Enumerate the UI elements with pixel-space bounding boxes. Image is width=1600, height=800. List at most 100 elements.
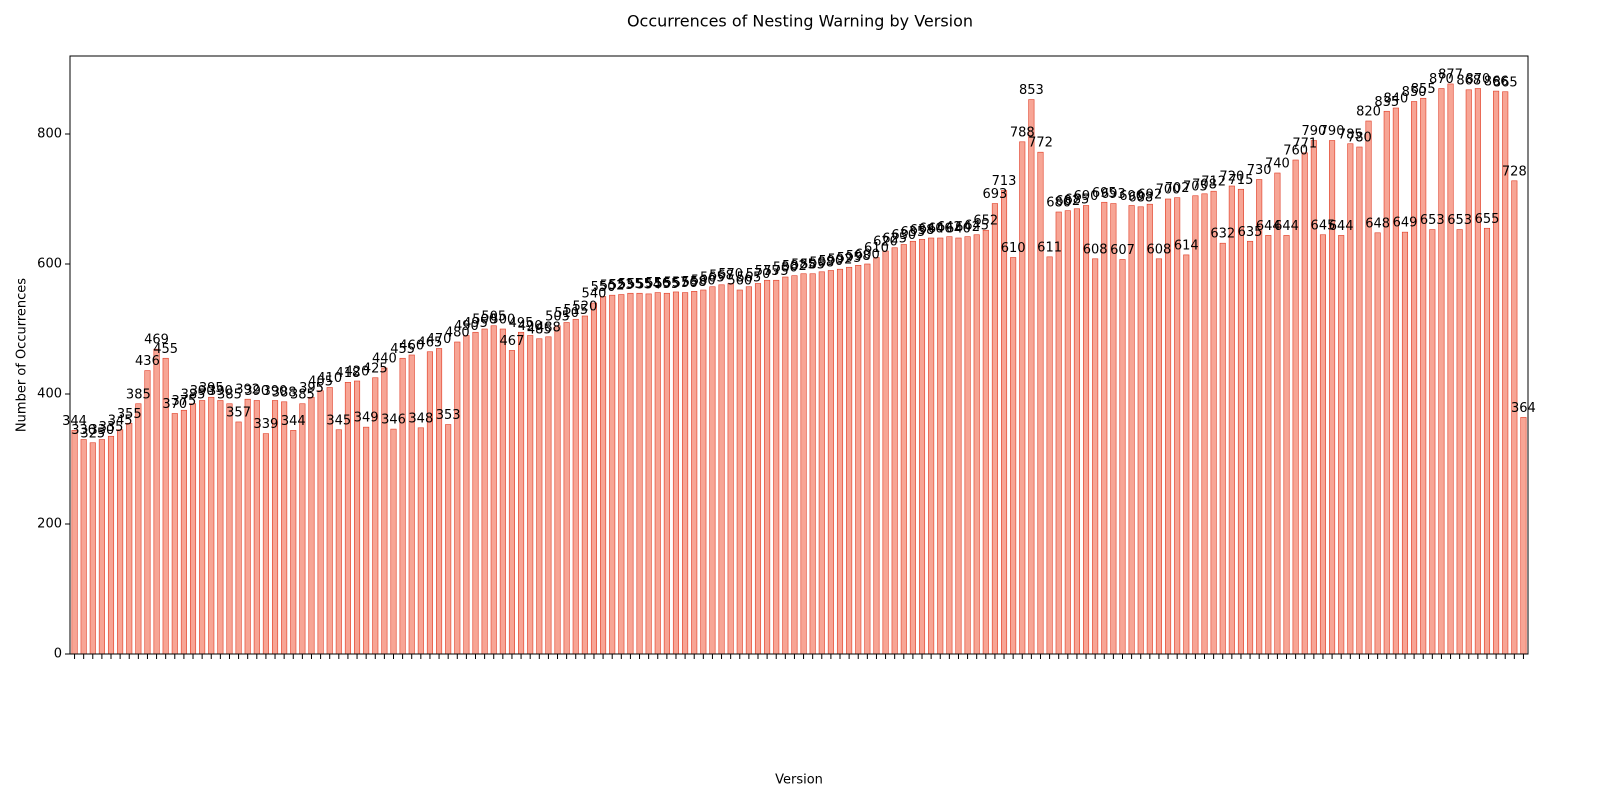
bar bbox=[1037, 151, 1044, 655]
bar bbox=[745, 286, 752, 655]
data-label: 610 bbox=[1001, 241, 1026, 256]
data-label: 485 bbox=[527, 322, 552, 337]
y-axis-label: Number of Occurrences bbox=[15, 278, 30, 432]
data-label: 740 bbox=[1265, 157, 1290, 172]
bar bbox=[536, 338, 543, 655]
bar bbox=[773, 279, 780, 655]
data-label: 570 bbox=[718, 267, 743, 282]
bar bbox=[1228, 185, 1235, 655]
bar bbox=[436, 348, 443, 655]
data-label: 500 bbox=[472, 313, 497, 328]
bar bbox=[873, 257, 880, 655]
data-label: 370 bbox=[162, 397, 187, 412]
data-label: 339 bbox=[254, 417, 279, 432]
bar bbox=[991, 203, 998, 655]
bar bbox=[1201, 193, 1208, 655]
data-label: 470 bbox=[427, 332, 452, 347]
data-label: 385 bbox=[181, 387, 206, 402]
data-label: 693 bbox=[1101, 187, 1126, 202]
bar bbox=[846, 266, 853, 655]
y-tick-label: 200 bbox=[37, 517, 62, 532]
bar bbox=[1174, 197, 1181, 655]
bar bbox=[600, 296, 607, 655]
data-label: 868 bbox=[1456, 73, 1481, 88]
bar bbox=[1237, 188, 1244, 655]
data-label: 575 bbox=[755, 264, 780, 279]
data-label: 610 bbox=[864, 241, 889, 256]
bar bbox=[764, 279, 771, 655]
data-label: 440 bbox=[372, 352, 397, 367]
data-label: 495 bbox=[509, 316, 534, 331]
bar bbox=[1465, 89, 1472, 655]
bar bbox=[317, 390, 324, 655]
data-label: 390 bbox=[190, 384, 215, 399]
data-label: 644 bbox=[1256, 219, 1281, 234]
data-label: 870 bbox=[1429, 72, 1454, 87]
data-label: 820 bbox=[1356, 105, 1381, 120]
data-label: 345 bbox=[326, 413, 351, 428]
bar bbox=[1301, 152, 1308, 655]
data-label: 640 bbox=[928, 222, 953, 237]
data-label: 390 bbox=[208, 384, 233, 399]
data-label: 866 bbox=[1484, 75, 1509, 90]
data-label: 720 bbox=[1219, 170, 1244, 185]
bar bbox=[563, 322, 570, 655]
data-label: 495 bbox=[463, 316, 488, 331]
bar bbox=[199, 400, 206, 655]
data-label: 648 bbox=[1365, 216, 1390, 231]
data-label: 390 bbox=[263, 384, 288, 399]
data-label: 405 bbox=[308, 374, 333, 389]
bar bbox=[408, 354, 415, 655]
data-label: 649 bbox=[1393, 216, 1418, 231]
data-label: 585 bbox=[791, 257, 816, 272]
data-label: 455 bbox=[390, 342, 415, 357]
bar bbox=[299, 403, 306, 655]
data-label: 344 bbox=[62, 414, 87, 429]
data-label: 560 bbox=[691, 274, 716, 289]
bar bbox=[928, 237, 935, 655]
bar bbox=[417, 427, 424, 655]
data-label: 385 bbox=[126, 387, 151, 402]
data-label: 652 bbox=[973, 214, 998, 229]
data-label: 693 bbox=[983, 187, 1008, 202]
bar bbox=[426, 351, 433, 655]
data-label: 469 bbox=[144, 333, 169, 348]
bar bbox=[982, 229, 989, 655]
data-label: 555 bbox=[627, 277, 652, 292]
bar bbox=[1010, 257, 1017, 655]
data-label: 640 bbox=[919, 222, 944, 237]
bar bbox=[937, 237, 944, 655]
data-label: 640 bbox=[946, 222, 971, 237]
data-label: 625 bbox=[882, 231, 907, 246]
data-label: 388 bbox=[272, 385, 297, 400]
data-label: 560 bbox=[727, 274, 752, 289]
data-label: 335 bbox=[99, 420, 124, 435]
bar bbox=[454, 341, 461, 655]
bar bbox=[1365, 120, 1372, 655]
data-label: 355 bbox=[117, 407, 142, 422]
bar bbox=[1128, 205, 1135, 655]
bar bbox=[1474, 88, 1481, 655]
data-label: 790 bbox=[1320, 124, 1345, 139]
data-label: 500 bbox=[490, 313, 515, 328]
bar bbox=[1292, 159, 1299, 655]
bar bbox=[189, 403, 197, 655]
data-label: 556 bbox=[645, 276, 670, 291]
data-label: 353 bbox=[436, 408, 461, 423]
data-label: 680 bbox=[1046, 196, 1071, 211]
data-label: 835 bbox=[1374, 95, 1399, 110]
bar bbox=[1155, 258, 1162, 655]
bar bbox=[381, 367, 388, 655]
bar bbox=[1046, 256, 1053, 655]
data-label: 490 bbox=[518, 319, 543, 334]
bar bbox=[1256, 179, 1263, 655]
bar bbox=[499, 328, 506, 655]
bar bbox=[1092, 258, 1099, 655]
bar bbox=[654, 292, 661, 655]
bar bbox=[463, 335, 470, 655]
bar bbox=[800, 273, 807, 655]
data-label: 635 bbox=[1238, 225, 1263, 240]
bar bbox=[153, 348, 160, 655]
data-label: 702 bbox=[1165, 181, 1190, 196]
